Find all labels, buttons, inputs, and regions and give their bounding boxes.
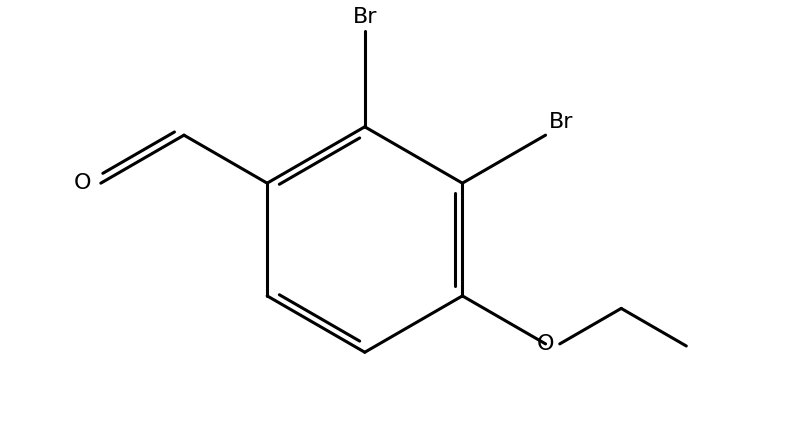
- Text: O: O: [537, 334, 554, 354]
- Text: Br: Br: [549, 112, 574, 132]
- Text: O: O: [73, 173, 91, 193]
- Text: Br: Br: [352, 7, 377, 27]
